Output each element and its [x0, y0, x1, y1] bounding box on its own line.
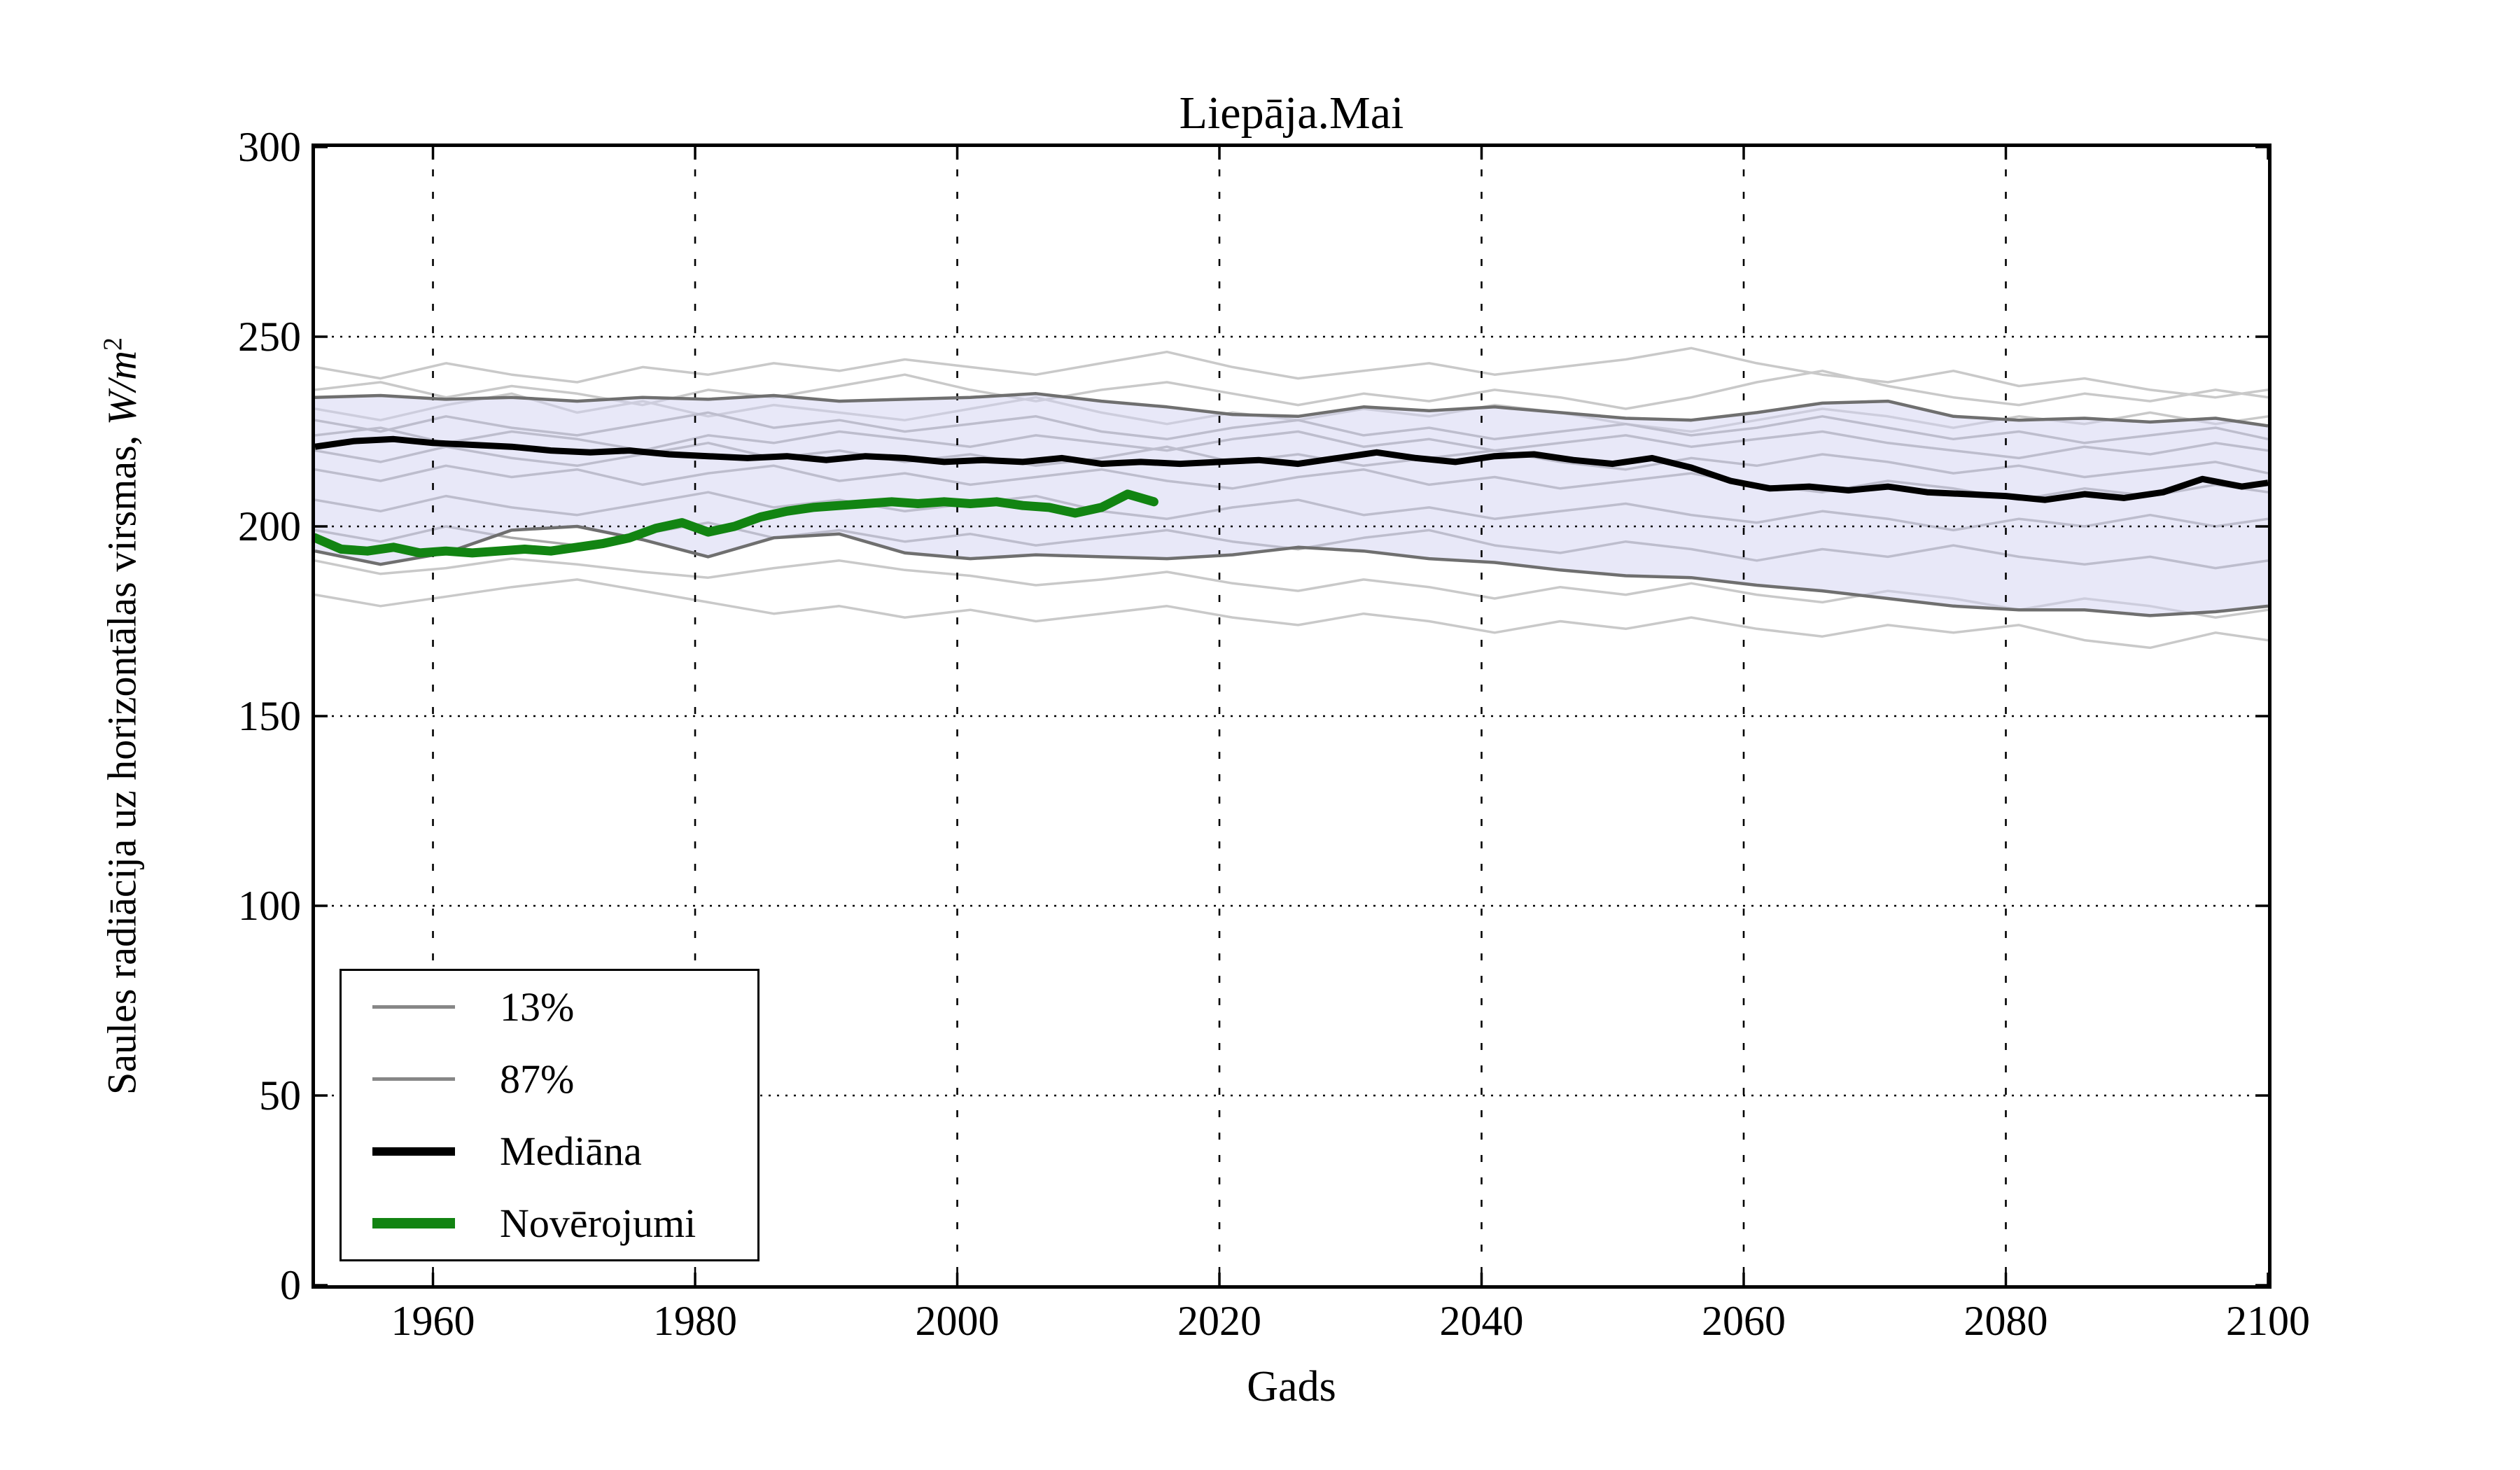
- y-tick-label: 150: [238, 693, 301, 739]
- x-tick-label: 2000: [915, 1298, 1000, 1344]
- x-tick-label: 2080: [1963, 1298, 2048, 1344]
- legend-label: Novērojumi: [500, 1200, 696, 1246]
- p87-line: [315, 392, 2268, 428]
- median-line: [315, 435, 2268, 503]
- tick-marks: [315, 147, 2268, 1285]
- x-tick-label: 2020: [1177, 1298, 1261, 1344]
- uncertainty-band: [315, 393, 2268, 616]
- p13-line: [315, 524, 2268, 617]
- legend-label: 87%: [500, 1056, 575, 1102]
- x-tick-label: 1960: [391, 1298, 475, 1344]
- y-tick-label: 100: [238, 883, 301, 929]
- legend-label: Mediāna: [500, 1128, 642, 1174]
- chart-title: Liepāja.Mai: [1179, 88, 1404, 139]
- y-axis-label-exponent: 2: [98, 337, 128, 351]
- x-axis-label: Gads: [1247, 1363, 1336, 1410]
- legend-label: 13%: [500, 983, 575, 1030]
- x-tick-label: 2060: [1702, 1298, 1786, 1344]
- y-tick-label: 50: [259, 1072, 301, 1119]
- legend-swatch-median-line-icon: [372, 1147, 455, 1156]
- legend-item-13pct: 13%: [342, 983, 757, 1030]
- y-tick-label: 0: [280, 1262, 301, 1308]
- legend: 13% 87% Mediāna Novērojumi: [340, 969, 760, 1261]
- x-tick-label: 2040: [1439, 1298, 1524, 1344]
- y-tick-label: 200: [238, 503, 301, 550]
- legend-swatch-observations-line-icon: [372, 1218, 455, 1228]
- legend-swatch-87pct-line-icon: [372, 1077, 455, 1081]
- plot-area: [315, 147, 2268, 1285]
- y-axis-label-text: Saules radiācija uz horizontālas virsmas…: [99, 425, 145, 1096]
- legend-item-87pct: 87%: [342, 1056, 757, 1102]
- legend-item-mediana: Mediāna: [342, 1128, 757, 1174]
- plot-frame: [312, 144, 2272, 1289]
- y-tick-label: 300: [238, 124, 301, 170]
- legend-swatch-13pct-line-icon: [372, 1005, 455, 1009]
- x-tick-label: 1980: [653, 1298, 738, 1344]
- y-axis-label-units: W/m: [99, 350, 145, 426]
- y-tick-label: 250: [238, 314, 301, 360]
- observations-line: [315, 489, 1158, 558]
- x-tick-label: 2100: [2226, 1298, 2310, 1344]
- legend-item-noverojumi: Novērojumi: [342, 1200, 757, 1246]
